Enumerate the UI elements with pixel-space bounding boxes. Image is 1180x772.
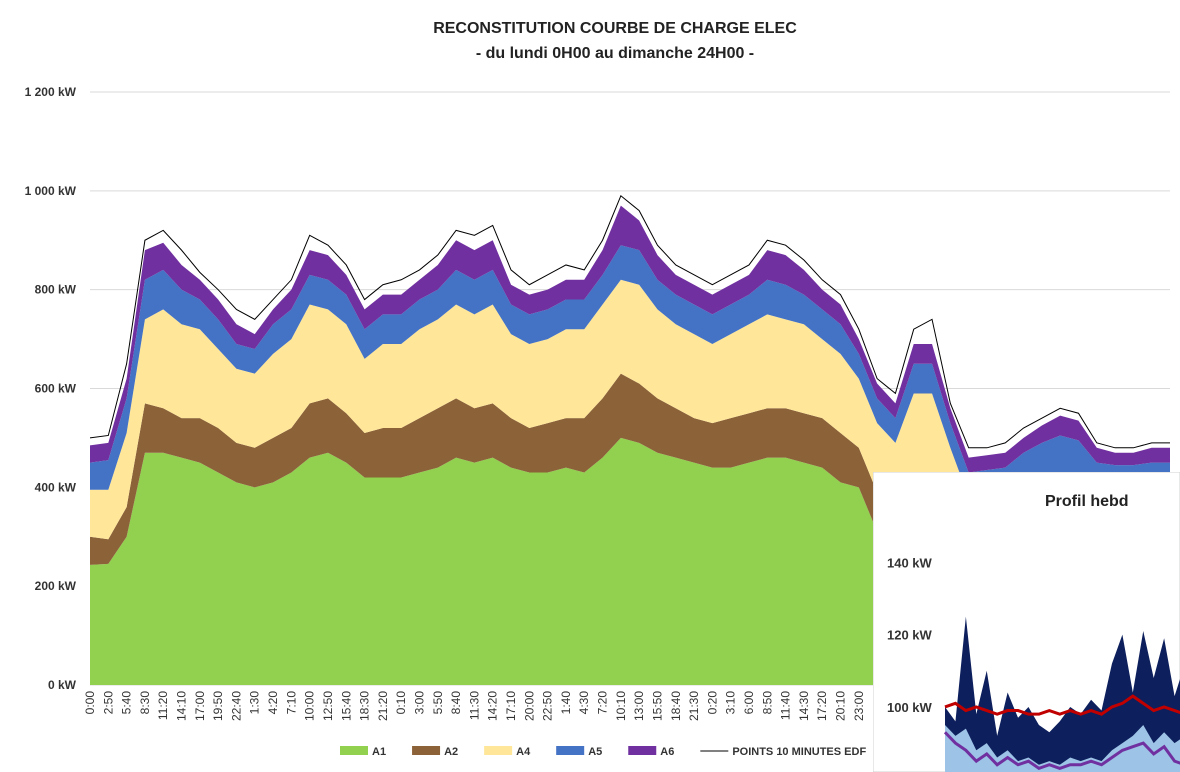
y-tick-label: 140 kW (887, 555, 933, 570)
x-tick-label: 2:50 (101, 691, 115, 715)
x-tick-label: 21:30 (687, 691, 701, 721)
legend-label: POINTS 10 MINUTES EDF (732, 746, 866, 758)
x-tick-label: 10:10 (614, 691, 628, 721)
x-tick-label: 20:00 (522, 691, 536, 721)
chart-title: RECONSTITUTION COURBE DE CHARGE ELEC (433, 20, 797, 37)
x-tick-label: 18:30 (358, 691, 372, 721)
y-tick-label: 100 kW (887, 700, 933, 715)
y-tick-label: 120 kW (887, 628, 933, 643)
x-tick-label: 3:00 (412, 691, 426, 715)
x-tick-label: 10:00 (303, 691, 317, 721)
x-tick-label: 0:10 (394, 691, 408, 715)
x-tick-label: 0:20 (705, 691, 719, 715)
legend-swatch (340, 746, 368, 755)
x-tick-label: 8:50 (760, 691, 774, 715)
x-tick-label: 15:50 (650, 691, 664, 721)
x-tick-label: 20:10 (834, 691, 848, 721)
y-tick-label: 800 kW (35, 283, 77, 297)
x-tick-label: 7:10 (284, 691, 298, 715)
x-tick-label: 14:30 (797, 691, 811, 721)
line-series (944, 694, 1180, 716)
legend-swatch (628, 746, 657, 755)
x-tick-label: 17:10 (504, 691, 518, 721)
legend-label: A4 (516, 746, 531, 758)
inset-title: Profil hebd (1045, 493, 1129, 510)
x-tick-label: 23:00 (852, 691, 866, 721)
x-tick-label: 13:00 (632, 691, 646, 721)
x-tick-label: 7:20 (596, 691, 610, 715)
x-tick-label: 6:00 (742, 691, 756, 715)
x-tick-label: 0:00 (83, 691, 97, 715)
x-tick-label: 22:40 (229, 691, 243, 721)
line-series (943, 731, 1180, 771)
y-tick-label: 200 kW (35, 579, 77, 593)
x-tick-label: 8:30 (138, 691, 152, 715)
legend-label: A6 (660, 746, 674, 758)
inset-plot: 100 kW 120 kW 140 kW (887, 555, 1180, 772)
x-tick-label: 3:10 (724, 691, 738, 715)
y-tick-label: 600 kW (35, 382, 77, 396)
chart-subtitle: - du lundi 0H00 au dimanche 24H00 - (476, 45, 754, 62)
x-tick-label: 11:20 (156, 691, 170, 720)
x-tick-label: 11:40 (779, 691, 793, 720)
area-series (945, 616, 1180, 772)
y-tick-label: 400 kW (35, 480, 77, 494)
x-tick-label: 21:20 (376, 691, 390, 721)
legend-swatch (556, 746, 585, 755)
x-tick-label: 15:40 (339, 691, 353, 721)
x-tick-label: 14:10 (175, 691, 189, 721)
y-tick-label: 0 kW (48, 678, 77, 692)
x-tick-label: 5:50 (431, 691, 445, 715)
legend-label: A5 (588, 746, 602, 758)
legend-swatch (484, 746, 513, 755)
x-tick-label: 17:00 (193, 691, 207, 721)
legend-label: A2 (444, 746, 458, 758)
x-tick-label: 5:40 (120, 691, 134, 715)
x-tick-label: 19:50 (211, 691, 225, 721)
legend-swatch (412, 746, 441, 755)
x-tick-label: 1:30 (248, 691, 262, 715)
inset-chart: Profil hebd 100 kW 120 kW 140 kW (873, 472, 1180, 772)
x-tick-label: 14:20 (486, 691, 500, 721)
x-tick-label: 8:40 (449, 691, 463, 715)
line-series (89, 194, 1170, 449)
x-tick-label: 18:40 (669, 691, 683, 721)
legend-label: A1 (372, 746, 386, 758)
x-tick-label: 12:50 (321, 691, 335, 721)
x-tick-label: 17:20 (815, 691, 829, 721)
y-tick-label: 1 200 kW (25, 85, 77, 99)
y-tick-label: 1 000 kW (25, 184, 77, 198)
x-tick-label: 22:50 (541, 691, 555, 721)
x-tick-label: 4:20 (266, 691, 280, 715)
x-tick-label: 1:40 (559, 691, 573, 715)
x-tick-label: 4:30 (577, 691, 591, 715)
x-tick-label: 11:30 (467, 691, 481, 720)
